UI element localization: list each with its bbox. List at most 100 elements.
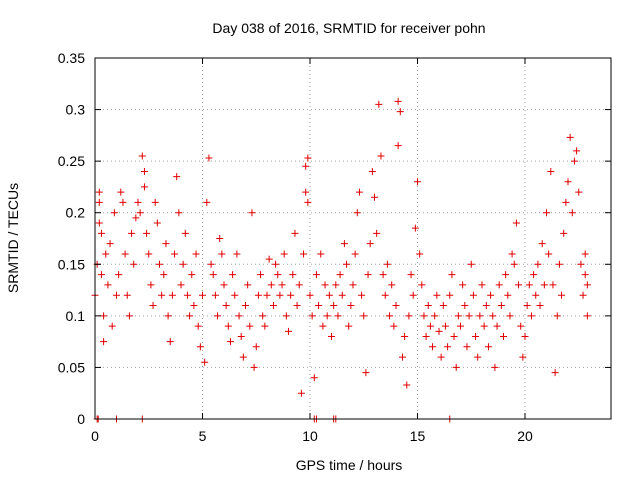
data-point <box>136 209 144 217</box>
data-point <box>179 260 187 268</box>
data-point <box>171 250 179 258</box>
data-point <box>95 188 103 196</box>
data-point <box>95 198 103 206</box>
data-point <box>555 260 563 268</box>
data-point <box>218 250 226 258</box>
data-point <box>583 281 591 289</box>
data-point <box>525 281 533 289</box>
data-point <box>181 229 189 237</box>
data-point <box>566 133 574 141</box>
data-point <box>358 291 366 299</box>
data-point <box>207 260 215 268</box>
data-point <box>201 358 209 366</box>
data-point <box>162 240 170 248</box>
data-point <box>308 312 316 320</box>
data-point <box>454 312 462 320</box>
data-point <box>334 312 342 320</box>
data-point <box>497 302 505 310</box>
data-point <box>429 343 437 351</box>
data-point <box>577 260 585 268</box>
data-point <box>304 154 312 162</box>
data-point <box>515 281 523 289</box>
data-point <box>214 312 222 320</box>
data-point <box>536 302 544 310</box>
data-point <box>237 332 245 340</box>
data-point <box>581 250 589 258</box>
data-point <box>583 312 591 320</box>
data-point <box>287 291 295 299</box>
data-point <box>418 281 426 289</box>
y-tick-label: 0.05 <box>58 359 85 375</box>
data-point <box>102 250 110 258</box>
data-point <box>205 154 213 162</box>
data-point <box>229 271 237 279</box>
data-point <box>269 302 277 310</box>
data-point <box>274 271 282 279</box>
data-point <box>392 302 400 310</box>
data-point <box>530 271 538 279</box>
data-point <box>469 291 477 299</box>
data-point <box>321 281 329 289</box>
data-point <box>474 353 482 361</box>
data-point <box>304 198 312 206</box>
data-point <box>375 100 383 108</box>
data-point <box>435 327 443 335</box>
data-point <box>106 240 114 248</box>
data-point <box>224 322 232 330</box>
data-point <box>199 291 206 299</box>
data-point <box>508 250 516 258</box>
x-axis-label: GPS time / hours <box>296 457 403 473</box>
data-point <box>461 302 469 310</box>
data-point <box>222 302 230 310</box>
x-tick-label: 15 <box>410 428 426 444</box>
data-point <box>377 152 385 160</box>
data-point <box>381 291 389 299</box>
data-point <box>108 322 116 330</box>
data-point <box>448 271 456 279</box>
data-point <box>100 338 108 346</box>
data-point <box>319 322 327 330</box>
data-point <box>558 291 566 299</box>
data-point <box>457 322 464 330</box>
data-point <box>463 343 471 351</box>
data-point <box>119 198 127 206</box>
data-point <box>433 291 441 299</box>
data-point <box>134 198 142 206</box>
data-point <box>549 281 557 289</box>
data-point <box>409 291 417 299</box>
data-point <box>482 302 490 310</box>
axis-tick-labels: 0 0.05 0.1 0.15 0.2 0.25 0.3 0.35 0 5 10 15 20 <box>58 50 533 444</box>
data-point <box>343 260 351 268</box>
data-point <box>444 343 452 351</box>
y-tick-label: 0.1 <box>66 308 86 324</box>
data-point <box>420 312 428 320</box>
data-point <box>97 271 105 279</box>
data-point <box>173 173 181 181</box>
data-point <box>280 250 288 258</box>
data-point <box>538 240 546 248</box>
data-point <box>476 312 484 320</box>
data-point <box>130 260 138 268</box>
data-point <box>373 229 381 237</box>
data-point <box>581 271 589 279</box>
data-point <box>310 374 318 382</box>
data-point <box>394 142 402 150</box>
data-point <box>332 281 340 289</box>
data-point <box>502 271 510 279</box>
data-point <box>355 188 363 196</box>
data-point <box>211 291 219 299</box>
chart-title: Day 038 of 2016, SRMTID for receiver poh… <box>212 20 485 36</box>
data-point <box>467 260 475 268</box>
data-point <box>459 281 467 289</box>
data-point <box>564 178 572 186</box>
data-point <box>300 250 308 258</box>
y-tick-label: 0.15 <box>58 256 85 272</box>
data-point <box>252 343 260 351</box>
data-point <box>401 332 409 340</box>
data-point <box>312 271 320 279</box>
data-point <box>521 332 529 340</box>
data-point <box>156 260 163 268</box>
data-point <box>203 198 211 206</box>
data-point <box>233 250 241 258</box>
data-point <box>517 322 525 330</box>
